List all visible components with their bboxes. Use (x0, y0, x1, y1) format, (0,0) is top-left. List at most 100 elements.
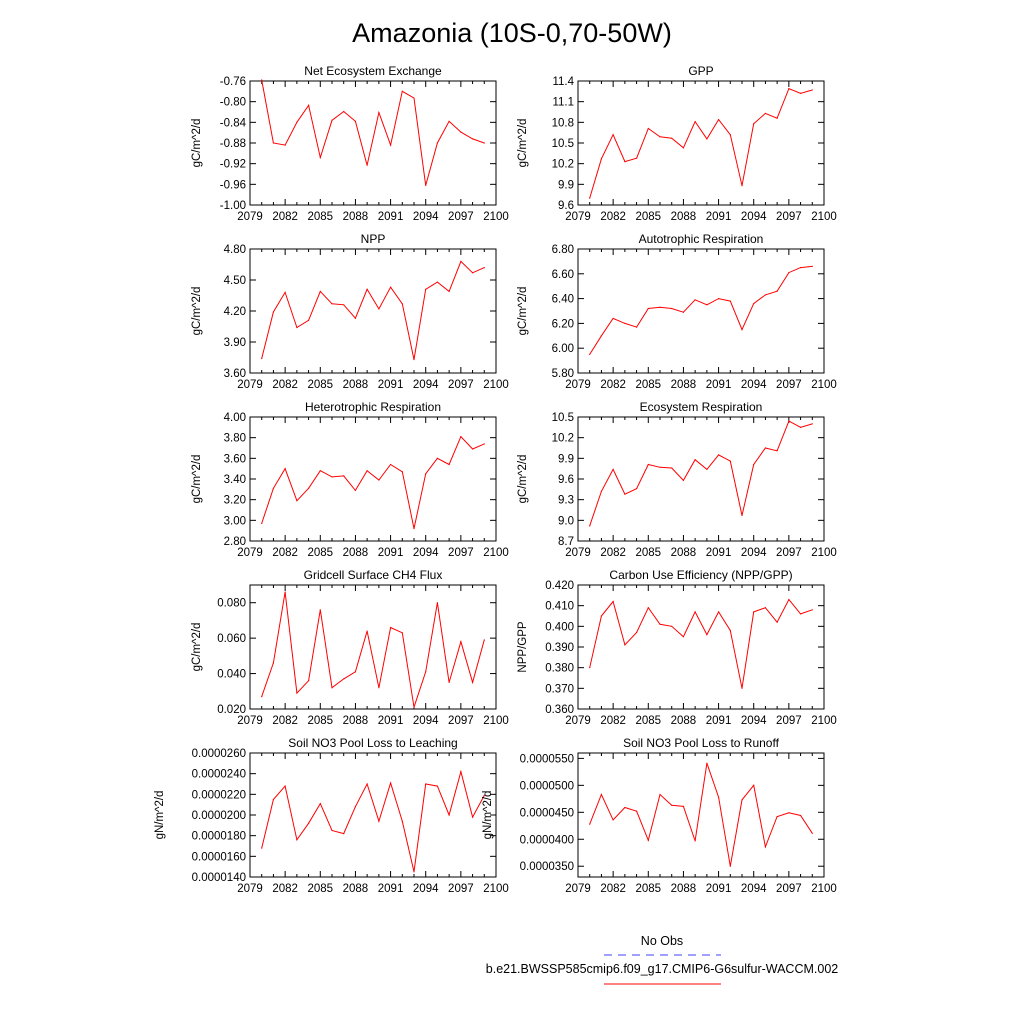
data-point (389, 463, 392, 466)
data-point (717, 454, 720, 456)
x-tick-label: 2088 (343, 883, 369, 895)
x-tick-label: 2091 (378, 883, 404, 895)
data-point (589, 197, 591, 199)
plot-frame (577, 752, 825, 878)
data-point (635, 488, 638, 490)
data-point (389, 626, 392, 629)
y-tick-label: 4.00 (224, 412, 246, 424)
data-point (460, 260, 462, 262)
series-line (589, 420, 813, 526)
data-point (272, 798, 275, 801)
y-tick-label: 3.20 (224, 495, 246, 507)
data-point (589, 353, 591, 355)
y-tick-label: 6.80 (552, 244, 574, 256)
data-point (354, 120, 357, 122)
y-tick-label: 6.60 (552, 269, 574, 281)
data-point (741, 329, 743, 331)
x-tick-label: 2085 (307, 379, 333, 391)
data-point (776, 450, 778, 452)
data-point (612, 134, 614, 136)
x-tick-label: 2097 (448, 883, 474, 895)
x-tick-label: 2100 (811, 379, 837, 391)
data-point (624, 806, 626, 809)
data-point (366, 470, 368, 472)
data-point (659, 793, 661, 796)
data-point (284, 144, 286, 146)
x-tick-label: 2082 (600, 547, 626, 559)
data-point (272, 311, 275, 313)
x-tick-label: 2088 (671, 715, 697, 727)
y-tick-label: 9.0 (558, 515, 574, 527)
data-point (425, 783, 427, 785)
data-point (284, 785, 286, 787)
data-point (799, 814, 802, 817)
y-axis-label: gC/m^2/d (191, 119, 203, 168)
data-point (436, 281, 439, 283)
data-point (624, 493, 626, 495)
panel-title: Heterotrophic Respiration (305, 400, 441, 414)
data-point (612, 819, 614, 821)
y-tick-label: 4.50 (224, 275, 246, 287)
data-point (659, 136, 661, 138)
panel-title: Soil NO3 Pool Loss to Runoff (623, 736, 780, 750)
y-axis-label: NPP/GPP (517, 621, 529, 672)
data-point (366, 630, 368, 632)
panel-title: Soil NO3 Pool Loss to Leaching (288, 736, 457, 750)
x-tick-label: 2100 (811, 547, 837, 559)
data-point (659, 623, 661, 625)
data-point (425, 184, 427, 186)
y-tick-label: 0.360 (545, 704, 574, 716)
data-point (307, 822, 310, 824)
data-point (471, 816, 474, 818)
data-point (600, 490, 603, 492)
plot-frame (249, 248, 497, 374)
data-point (319, 156, 321, 159)
x-tick-label: 2100 (483, 547, 509, 559)
x-tick-label: 2079 (565, 715, 591, 727)
data-point (600, 158, 603, 160)
x-tick-label: 2085 (307, 547, 333, 559)
plot-frame (249, 80, 497, 206)
data-point (307, 680, 310, 682)
data-point (671, 467, 673, 469)
data-point (483, 794, 485, 796)
x-tick-label: 2100 (811, 211, 837, 223)
data-point (741, 514, 743, 517)
y-tick-label: 6.20 (552, 318, 574, 330)
data-point (811, 89, 813, 91)
panel-title: GPP (688, 64, 713, 78)
data-point (589, 667, 591, 669)
data-point (307, 319, 310, 321)
y-tick-label: 0.400 (545, 621, 574, 633)
panel-title: Gridcell Surface CH4 Flux (304, 568, 443, 582)
plot-frame (577, 80, 825, 206)
y-tick-label: 9.6 (558, 200, 574, 212)
data-point (307, 104, 310, 106)
x-tick-label: 2091 (706, 715, 732, 727)
data-point (776, 621, 778, 623)
y-axis-label: gN/m^2/d (154, 791, 166, 840)
panel-soil-no3-pool-loss-to-runoff: Soil NO3 Pool Loss to Runoff gN/m^2/d 2079… (482, 736, 837, 895)
figure-title: Amazonia (10S-0,70-50W) (352, 18, 672, 48)
data-point (776, 816, 778, 818)
series-line (261, 435, 485, 529)
x-tick-label: 2091 (706, 211, 732, 223)
x-tick-label: 2097 (776, 715, 802, 727)
x-tick-label: 2082 (600, 379, 626, 391)
y-tick-label: 10.2 (552, 159, 574, 171)
data-point (319, 290, 321, 292)
x-tick-label: 2100 (483, 715, 509, 727)
data-point (753, 784, 755, 786)
x-tick-label: 2094 (413, 715, 439, 727)
data-point (343, 678, 345, 680)
data-point (635, 326, 638, 328)
data-point (354, 671, 357, 673)
data-point (764, 846, 767, 848)
data-point (694, 459, 696, 461)
plot-frame (249, 752, 497, 878)
x-tick-label: 2085 (635, 883, 661, 895)
y-tick-label: 10.8 (552, 117, 574, 129)
y-tick-label: 0.0000350 (520, 861, 574, 873)
data-point (729, 134, 731, 136)
data-point (401, 632, 403, 634)
